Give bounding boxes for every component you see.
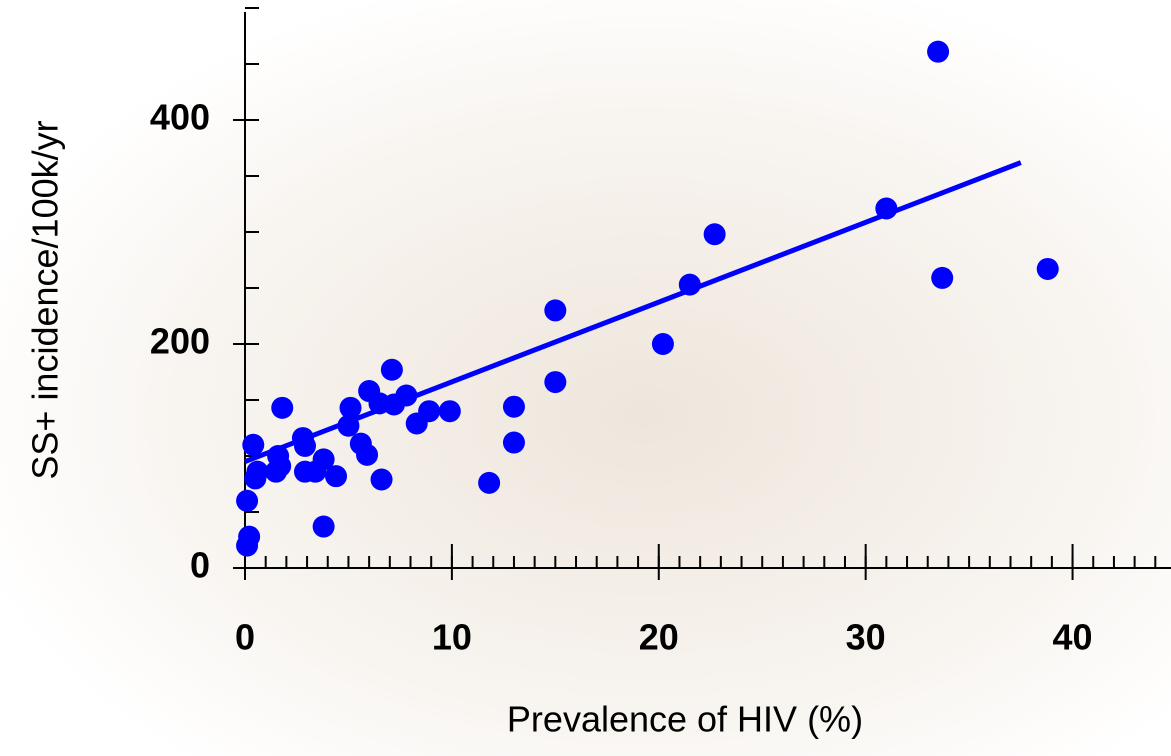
x-tick-label: 10 xyxy=(432,617,472,658)
point xyxy=(293,434,316,457)
point xyxy=(312,448,335,471)
x-tick-label: 30 xyxy=(846,617,886,658)
point xyxy=(544,299,567,322)
y-axis-label: SS+ incidence/100k/yr xyxy=(25,120,66,479)
point xyxy=(395,384,418,407)
point xyxy=(703,223,726,246)
point xyxy=(478,471,501,494)
point xyxy=(651,333,674,355)
x-axis-label: Prevalence of HIV (%) xyxy=(507,699,863,740)
point xyxy=(502,431,525,454)
point xyxy=(380,358,403,381)
point xyxy=(502,395,525,418)
point xyxy=(544,371,567,394)
point xyxy=(931,266,954,289)
point xyxy=(242,433,265,456)
point xyxy=(325,465,348,488)
point xyxy=(271,396,294,419)
point xyxy=(246,460,269,483)
y-tick-label: 400 xyxy=(150,97,210,138)
point xyxy=(236,489,259,512)
x-tick-label: 0 xyxy=(235,617,255,658)
point xyxy=(339,396,362,419)
y-tick-label: 200 xyxy=(150,321,210,362)
point xyxy=(238,525,261,548)
point xyxy=(418,400,441,423)
point xyxy=(875,197,898,220)
point xyxy=(370,468,393,491)
point xyxy=(269,455,292,478)
point xyxy=(438,400,461,423)
point xyxy=(927,40,950,63)
point xyxy=(337,414,360,437)
x-tick-label: 40 xyxy=(1053,617,1093,658)
point xyxy=(312,515,335,538)
point xyxy=(1036,257,1059,280)
point xyxy=(678,273,701,296)
x-tick-label: 20 xyxy=(639,617,679,658)
point xyxy=(356,443,379,466)
y-tick-label: 0 xyxy=(190,545,210,586)
